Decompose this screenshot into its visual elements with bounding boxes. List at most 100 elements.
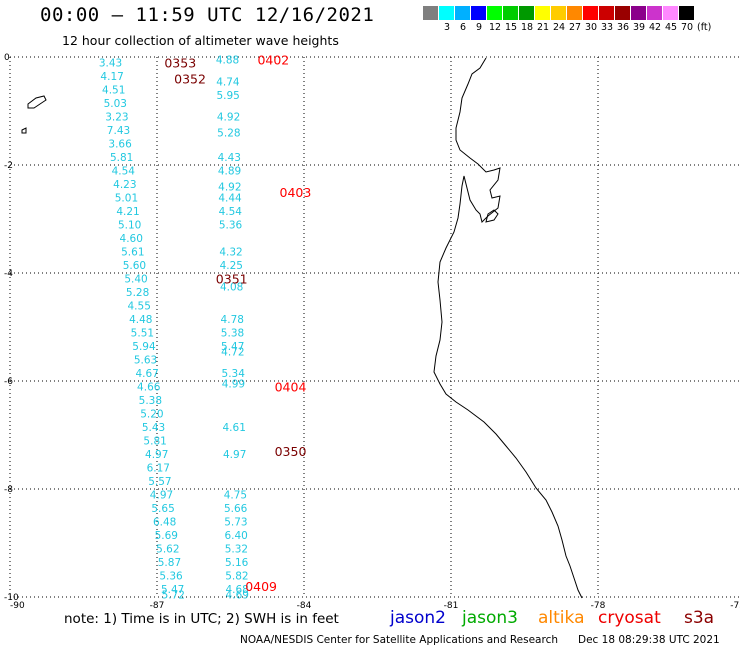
scale-label: 36: [616, 22, 630, 33]
swh-value: 4.54: [112, 165, 136, 177]
axis-ticks: -90 -87 -84 -81 -78 -75 0 -2 -4 -6 -8 -10: [4, 53, 740, 611]
pass-time-label: 0350: [275, 444, 307, 459]
swh-value: 4.21: [116, 206, 139, 218]
scale-swatch: [439, 6, 455, 20]
swh-value: 5.43: [142, 422, 165, 434]
swh-value: 5.32: [225, 543, 248, 555]
scale-unit: (ft): [697, 22, 712, 33]
credit-timestamp: Dec 18 08:29:38 UTC 2021: [578, 634, 720, 646]
scale-label: 24: [552, 22, 566, 33]
swh-value: 4.75: [224, 489, 247, 501]
scale-label: 12: [488, 22, 502, 33]
scale-swatch: [423, 6, 439, 20]
scale-swatch: [471, 6, 487, 20]
swh-value: 5.40: [124, 273, 147, 285]
bay-inlet-outline: [485, 209, 499, 223]
x-tick-label: -81: [444, 601, 459, 611]
swh-value: 4.54: [219, 206, 243, 218]
x-tick-label: -90: [10, 601, 25, 611]
legend-jason3: jason3: [462, 608, 518, 628]
y-tick-label: -2: [4, 161, 13, 171]
swh-value: 4.44: [218, 192, 242, 204]
scale-label: 15: [504, 22, 518, 33]
swh-value: 5.38: [221, 327, 244, 339]
map-subtitle: 12 hour collection of altimeter wave hei…: [62, 33, 339, 48]
pass-time-label: 0351: [216, 271, 248, 286]
legend-s3a: s3a: [684, 608, 715, 628]
swh-value: 4.72: [221, 346, 244, 358]
scale-label: 27: [568, 22, 582, 33]
swh-value: 4.25: [220, 260, 243, 272]
lat-lon-grid: [9, 56, 740, 598]
scale-swatch: [583, 6, 599, 20]
swh-value: 5.34: [222, 368, 246, 380]
footnote: note: 1) Time is in UTC; 2) SWH is in fe…: [64, 611, 339, 627]
swh-value: 5.82: [225, 570, 248, 582]
swh-value: 5.95: [216, 90, 239, 102]
islet-outline: [21, 127, 27, 134]
swh-value: 6.48: [153, 516, 176, 528]
scale-label: 3: [443, 22, 451, 33]
scale-swatch: [647, 6, 663, 20]
y-tick-label: -10: [4, 593, 19, 603]
swh-value: 6.17: [147, 462, 170, 474]
island-outline: [27, 95, 47, 109]
y-tick-label: 0: [4, 53, 10, 63]
swh-value: 4.51: [102, 84, 125, 96]
swh-value: 4.99: [222, 379, 245, 391]
pass-time-label: 0409: [245, 579, 277, 594]
swh-value: 4.61: [223, 422, 246, 434]
swh-value: 5.10: [118, 219, 141, 231]
swh-value: 5.61: [121, 246, 144, 258]
swh-value: 5.28: [126, 287, 149, 299]
swh-value: 5.47: [221, 341, 244, 353]
swh-value: 5.28: [217, 128, 240, 140]
swh-track-east: 4.884.745.954.925.284.434.894.924.444.54…: [216, 55, 249, 602]
scale-label: 6: [459, 22, 467, 33]
swh-value: 5.94: [132, 341, 156, 353]
legend-cryosat: cryosat: [598, 608, 661, 628]
scale-swatch: [679, 6, 695, 20]
swh-value: 4.43: [218, 152, 241, 164]
swh-value: 5.66: [224, 503, 248, 515]
swh-value: 4.92: [217, 111, 240, 123]
color-scale-labels: 3 6 9 12 15 18 21 24 27 30 33 36 39 42 45 70 (ft): [423, 22, 711, 33]
swh-value: 5.81: [110, 152, 133, 164]
swh-value: 3.43: [99, 57, 122, 69]
swh-value: 4.97: [145, 449, 168, 461]
scale-label: 42: [648, 22, 662, 33]
swh-value: 4.55: [128, 300, 151, 312]
swh-value: 4.32: [219, 246, 242, 258]
swh-value: 5.36: [219, 219, 243, 231]
pass-time-label: 0402: [257, 53, 289, 68]
scale-label: 9: [475, 22, 483, 33]
legend-jason2: jason2: [390, 608, 446, 628]
swh-value: 7.43: [107, 125, 130, 137]
swh-value: 5.72: [162, 589, 185, 601]
swh-value: 4.97: [150, 489, 173, 501]
pass-time-label: 0403: [280, 185, 312, 200]
x-tick-label: -78: [591, 601, 606, 611]
pass-time-label: 0353: [164, 55, 196, 70]
y-tick-label: -4: [4, 269, 13, 279]
swh-value: 6.40: [224, 530, 247, 542]
swh-value: 5.87: [158, 557, 181, 569]
x-tick-label: -84: [297, 601, 312, 611]
swh-value: 5.16: [225, 557, 249, 569]
x-tick-label: -87: [150, 601, 165, 611]
swh-value: 4.60: [120, 233, 143, 245]
swh-value: 5.63: [134, 354, 157, 366]
swh-value: 4.48: [129, 314, 152, 326]
swh-value: 4.97: [223, 449, 246, 461]
scale-label: 21: [536, 22, 550, 33]
pass-time-label: 0352: [174, 72, 206, 87]
coastline: [433, 57, 583, 599]
swh-value: 5.62: [156, 543, 179, 555]
y-tick-label: -6: [4, 377, 13, 387]
swh-value: 4.74: [216, 76, 240, 88]
swh-value: 4.23: [113, 179, 136, 191]
scale-swatch: [615, 6, 631, 20]
swh-value: 5.60: [123, 260, 146, 272]
scale-swatch: [503, 6, 519, 20]
